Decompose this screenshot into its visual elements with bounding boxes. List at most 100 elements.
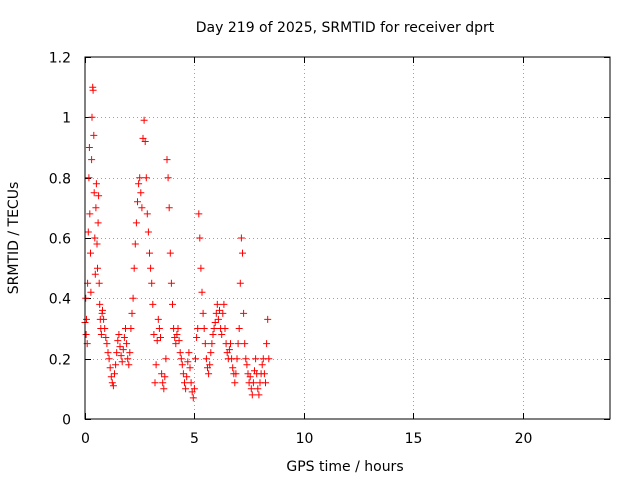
- data-point: [100, 315, 108, 323]
- data-point: [155, 325, 163, 332]
- data-point: [164, 174, 172, 182]
- data-point: [216, 306, 223, 314]
- data-point: [157, 334, 164, 341]
- y-tick-label: 0.4: [49, 292, 71, 308]
- data-point: [202, 355, 210, 363]
- data-point: [193, 334, 201, 341]
- data-point: [262, 379, 269, 387]
- data-point: [195, 210, 203, 218]
- data-point: [264, 315, 272, 323]
- data-point: [103, 340, 111, 348]
- data-point: [220, 300, 228, 308]
- data-point: [144, 228, 152, 236]
- data-point: [231, 379, 239, 387]
- y-axis-label: SRMTID / TECUs: [6, 182, 22, 295]
- data-point: [252, 355, 260, 363]
- data-point: [227, 340, 234, 348]
- data-point: [200, 325, 208, 332]
- data-point: [211, 319, 219, 326]
- data-point: [209, 331, 217, 338]
- data-point: [177, 355, 185, 363]
- data-point: [114, 337, 122, 345]
- data-point: [86, 210, 94, 218]
- data-point: [87, 288, 95, 296]
- data-point: [146, 249, 153, 257]
- data-point: [116, 343, 124, 351]
- data-point: [94, 264, 101, 272]
- data-point: [165, 204, 173, 212]
- data-point: [150, 331, 158, 338]
- x-tick-label: 0: [81, 431, 90, 447]
- data-point: [102, 334, 110, 341]
- data-point: [174, 325, 182, 332]
- data-point: [241, 340, 249, 348]
- data-point: [104, 349, 112, 357]
- data-point: [109, 382, 117, 390]
- data-point: [205, 370, 213, 378]
- data-point: [137, 189, 145, 197]
- data-point: [135, 180, 143, 188]
- data-point: [90, 189, 98, 197]
- data-point: [178, 361, 186, 369]
- data-point: [229, 364, 237, 372]
- data-point: [232, 370, 240, 378]
- data-point: [206, 361, 214, 369]
- y-tick-label: 0.8: [49, 172, 71, 188]
- data-point: [169, 300, 176, 308]
- data-point: [95, 279, 103, 287]
- data-point: [128, 309, 136, 317]
- data-point: [85, 144, 93, 151]
- data-point: [194, 325, 202, 332]
- y-tick-label: 1: [62, 111, 71, 127]
- data-point: [85, 174, 93, 182]
- data-point: [148, 279, 156, 287]
- data-point: [130, 264, 138, 272]
- y-tick-label: 1.2: [49, 51, 71, 67]
- data-point: [258, 361, 266, 369]
- data-point: [221, 325, 229, 332]
- data-point: [190, 385, 198, 393]
- data-point: [237, 234, 245, 242]
- data-point: [179, 370, 187, 378]
- data-point: [249, 379, 257, 387]
- data-point: [136, 174, 144, 182]
- data-point: [254, 385, 262, 393]
- data-point: [236, 279, 244, 287]
- data-point: [187, 379, 195, 387]
- data-points: [81, 83, 273, 402]
- data-point: [173, 331, 181, 338]
- data-point: [163, 156, 171, 164]
- data-point: [91, 270, 99, 278]
- data-point: [160, 385, 168, 393]
- data-point: [131, 240, 139, 248]
- data-point: [134, 198, 141, 206]
- data-point: [182, 385, 190, 393]
- data-point: [176, 349, 184, 357]
- data-point: [243, 361, 251, 369]
- data-point: [112, 361, 120, 369]
- data-point: [189, 394, 197, 402]
- data-point: [93, 240, 101, 248]
- data-point: [140, 116, 148, 124]
- data-point: [132, 219, 140, 227]
- data-point: [99, 306, 106, 314]
- data-point: [167, 279, 175, 287]
- data-point: [153, 337, 161, 345]
- y-tick-label: 0.6: [49, 232, 71, 248]
- data-point: [126, 349, 134, 357]
- data-point: [162, 355, 170, 363]
- data-point: [106, 364, 114, 372]
- data-point: [88, 156, 96, 164]
- data-point: [149, 300, 157, 308]
- data-point: [218, 331, 226, 338]
- data-point: [239, 249, 246, 257]
- axis-ticks: 0 5 10 15 20 0 0.2 0.4 0.6 0.8 1 1.2: [49, 51, 610, 447]
- data-point: [219, 309, 227, 317]
- data-point: [199, 309, 207, 317]
- data-point: [159, 379, 167, 387]
- data-point: [242, 355, 250, 363]
- data-point: [96, 300, 104, 308]
- data-point: [107, 373, 115, 381]
- data-point: [197, 264, 205, 272]
- data-point: [97, 331, 105, 338]
